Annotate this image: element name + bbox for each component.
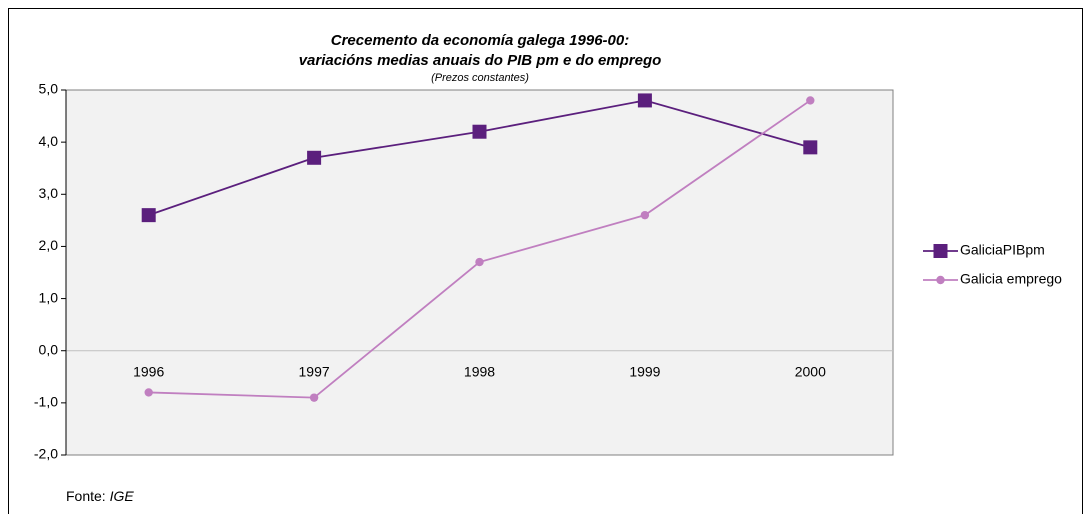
y-tick-label: 5,0	[39, 81, 59, 97]
chart-title: variacións medias anuais do PIB pm e do …	[299, 52, 662, 69]
legend-label: Galicia emprego	[960, 271, 1062, 287]
x-tick-label: 1998	[464, 363, 495, 379]
y-tick-label: -1,0	[34, 394, 58, 410]
x-tick-label: 1996	[133, 363, 164, 379]
y-tick-label: 4,0	[39, 133, 59, 149]
source-name: IGE	[110, 488, 135, 504]
y-tick-label: 3,0	[39, 185, 59, 201]
x-tick-label: 2000	[795, 363, 826, 379]
marker	[309, 393, 319, 402]
chart-title: Crecemento da economía galega 1996-00:	[331, 32, 629, 49]
legend-label: GaliciaPIBpm	[960, 242, 1045, 258]
legend-marker	[936, 275, 945, 285]
marker	[475, 257, 484, 267]
marker	[640, 210, 650, 220]
x-tick-label: 1997	[299, 363, 330, 379]
marker	[472, 124, 487, 139]
marker	[307, 150, 322, 165]
marker	[806, 96, 815, 105]
legend-marker	[933, 244, 948, 258]
marker	[803, 140, 818, 155]
marker	[637, 93, 652, 108]
y-tick-label: -2,0	[34, 446, 58, 462]
source: Fonte: IGE	[66, 488, 134, 504]
x-tick-label: 1999	[629, 363, 660, 379]
chart-subtitle: (Prezos constantes)	[431, 72, 529, 84]
plot-area	[65, 89, 894, 456]
marker	[141, 208, 156, 223]
y-tick-label: 2,0	[39, 237, 59, 253]
y-tick-label: 1,0	[39, 289, 59, 305]
marker	[144, 388, 153, 397]
y-tick-label: 0,0	[39, 341, 59, 357]
source-label: Fonte:	[66, 488, 106, 504]
